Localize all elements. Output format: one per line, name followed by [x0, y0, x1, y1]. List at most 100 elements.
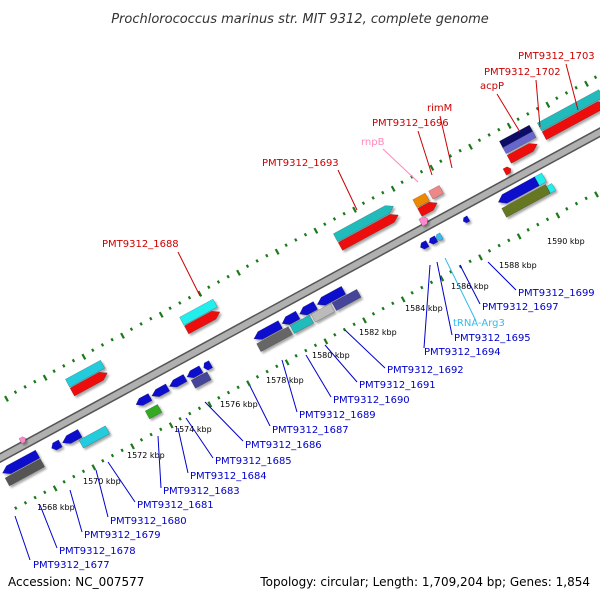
forward-gene-labels: PMT9312_1688 PMT9312_1693 rnpB PMT9312_1…: [102, 51, 595, 250]
guide-tick: [120, 332, 125, 339]
leader-line: [281, 359, 298, 413]
gene-label-pmt9312-1696: PMT9312_1696: [372, 118, 449, 129]
accession-text: Accession: NC_007577: [8, 575, 144, 589]
gene-label-pmt9312-1678: PMT9312_1678: [59, 546, 136, 557]
guide-tick: [468, 143, 473, 150]
leader-line: [39, 504, 58, 549]
gene-feature: [502, 166, 512, 176]
guide-tick: [120, 448, 124, 453]
guide-tick: [593, 75, 598, 80]
gene-feature: [144, 404, 163, 420]
gene-label-trna-arg3: tRNA-Arg3: [453, 318, 505, 329]
guide-tick: [371, 196, 375, 200]
gene-feature: [253, 320, 283, 340]
leader-line: [204, 401, 244, 442]
guide-tick: [81, 469, 86, 474]
guide-tick: [265, 369, 269, 374]
gene-feature: [190, 371, 212, 389]
gene-feature: [541, 101, 600, 141]
guide-tick: [265, 253, 269, 258]
guide-tick: [536, 222, 540, 227]
guide-tick: [333, 332, 337, 337]
guide-tick: [574, 201, 579, 206]
guide-tick: [506, 122, 512, 129]
gene-feature: [4, 458, 45, 487]
gene-feature: [18, 436, 26, 445]
guide-tick: [594, 191, 599, 198]
guide-tick: [158, 311, 164, 318]
guide-tick: [313, 343, 318, 348]
gene-feature: [412, 192, 430, 208]
gene-feature: [462, 215, 471, 224]
gene-feature: [289, 314, 314, 334]
guide-tick: [216, 280, 221, 284]
guide-tick: [139, 322, 143, 326]
gene-label-pmt9312-1685: PMT9312_1685: [215, 456, 292, 467]
gene-feature: [61, 429, 83, 444]
guide-tick: [362, 317, 367, 324]
guide-tick: [149, 432, 153, 437]
gene-label-pmt9312-1693: PMT9312_1693: [262, 158, 339, 169]
guide-tick: [555, 212, 561, 219]
guide-tick: [323, 222, 327, 227]
gene-label-pmt9312-1684: PMT9312_1684: [190, 471, 267, 482]
guide-tick: [284, 359, 290, 366]
guide-tick: [43, 490, 47, 495]
kbp-label: 1584 kbp: [405, 304, 443, 313]
guide-tick: [274, 248, 280, 255]
guide-tick: [448, 154, 453, 158]
gene-feature: [428, 235, 439, 245]
guide-tick: [381, 190, 385, 195]
guide-tick: [420, 285, 424, 290]
gene-feature: [281, 310, 301, 325]
gene-feature: [184, 310, 221, 335]
gene-label-rimm: rimM: [427, 103, 452, 114]
guide-tick: [545, 101, 551, 108]
gene-feature: [506, 143, 538, 164]
guide-tick: [130, 443, 135, 450]
guide-tick: [507, 238, 511, 243]
guide-tick: [245, 264, 250, 269]
guide-tick: [497, 243, 501, 248]
kbp-label: 1576 kbp: [220, 400, 258, 409]
guide-tick: [477, 138, 482, 143]
guide-tick: [197, 290, 203, 297]
guide-tick: [410, 290, 414, 295]
guide-tick: [226, 390, 231, 395]
gene-label-pmt9312-1692: PMT9312_1692: [387, 365, 464, 376]
gene-feature: [436, 232, 444, 242]
guide-tick: [255, 259, 259, 263]
guide-tick: [33, 495, 37, 500]
gene-feature: [179, 298, 218, 326]
guide-tick: [91, 464, 97, 471]
guide-tick: [516, 117, 520, 122]
guide-tick: [207, 285, 211, 290]
label-leader-lines: [14, 63, 579, 561]
guide-tick: [584, 80, 589, 87]
guide-tick: [72, 474, 76, 479]
guide-tick: [168, 306, 172, 311]
kbp-label: 1572 kbp: [127, 451, 165, 460]
gene-feature: [502, 130, 537, 154]
guide-tick: [81, 353, 87, 360]
map-title: Prochlorococcus marinus str. MIT 9312, c…: [111, 12, 489, 27]
kbp-label: 1588 kbp: [499, 261, 537, 270]
guide-tick: [71, 358, 76, 363]
leader-line: [423, 264, 431, 349]
leader-line: [382, 148, 419, 183]
gene-feature: [203, 360, 213, 371]
gene-feature: [186, 365, 204, 379]
gene-feature: [333, 205, 394, 243]
gene-label-pmt9312-1680: PMT9312_1680: [110, 516, 187, 527]
guide-tick: [526, 112, 530, 116]
leader-line: [459, 264, 481, 305]
leader-line: [439, 115, 453, 169]
guide-tick: [23, 385, 27, 389]
gene-label-pmt9312-1681: PMT9312_1681: [137, 500, 214, 511]
guide-tick: [275, 364, 279, 369]
gene-feature: [536, 89, 600, 132]
guide-tick: [62, 364, 66, 368]
guide-tick: [516, 233, 522, 240]
gene-label-pmt9312-1699: PMT9312_1699: [518, 288, 595, 299]
guide-tick: [439, 275, 445, 282]
